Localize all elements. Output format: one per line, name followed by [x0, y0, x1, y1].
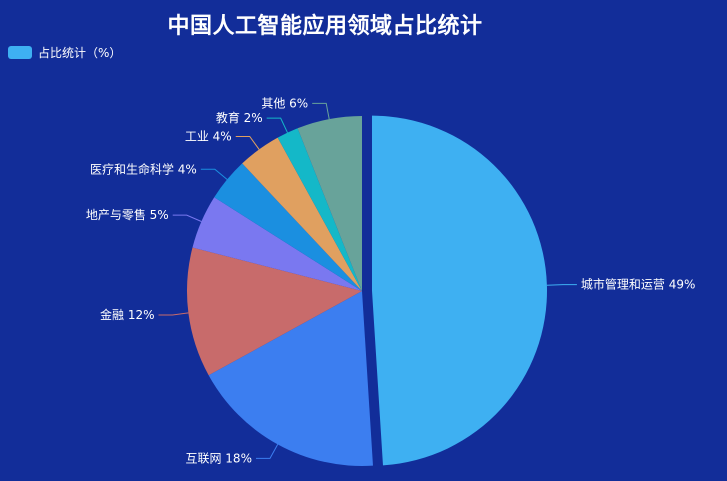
- slice-label-4: 医疗和生命科学 4%: [90, 161, 197, 176]
- leader-line-6: [266, 117, 288, 133]
- slice-label-7: 其他 6%: [261, 96, 308, 110]
- pie-slice-7[interactable]: [297, 116, 362, 291]
- slice-label-0: 城市管理和运营 49%: [581, 277, 696, 292]
- slice-label-5: 工业 4%: [185, 129, 232, 143]
- leader-line-5: [235, 135, 260, 150]
- pie-slice-3[interactable]: [192, 197, 362, 291]
- leader-line-1: [255, 444, 279, 459]
- legend[interactable]: 占比统计（%）: [8, 44, 121, 61]
- pie-slice-6[interactable]: [277, 128, 362, 291]
- pie-slice-0[interactable]: [371, 115, 547, 466]
- leader-line-2: [158, 312, 189, 316]
- pie-slice-2[interactable]: [187, 247, 362, 376]
- slice-label-3: 地产与零售 5%: [86, 207, 169, 222]
- leader-line-0: [546, 284, 577, 286]
- chart-title: 中国人工智能应用领域占比统计: [167, 14, 483, 39]
- legend-swatch: [8, 46, 32, 59]
- leader-line-4: [200, 168, 228, 180]
- legend-label: 占比统计（%）: [38, 46, 122, 60]
- slice-label-2: 金融 12%: [100, 307, 155, 322]
- slice-label-1: 互联网 18%: [185, 451, 252, 465]
- slice-label-6: 教育 2%: [216, 110, 263, 125]
- leader-line-7: [312, 102, 330, 120]
- leader-line-3: [172, 214, 202, 222]
- pie-slice-5[interactable]: [242, 137, 362, 291]
- pie-slice-1[interactable]: [208, 291, 373, 466]
- pie-slice-4[interactable]: [214, 163, 362, 291]
